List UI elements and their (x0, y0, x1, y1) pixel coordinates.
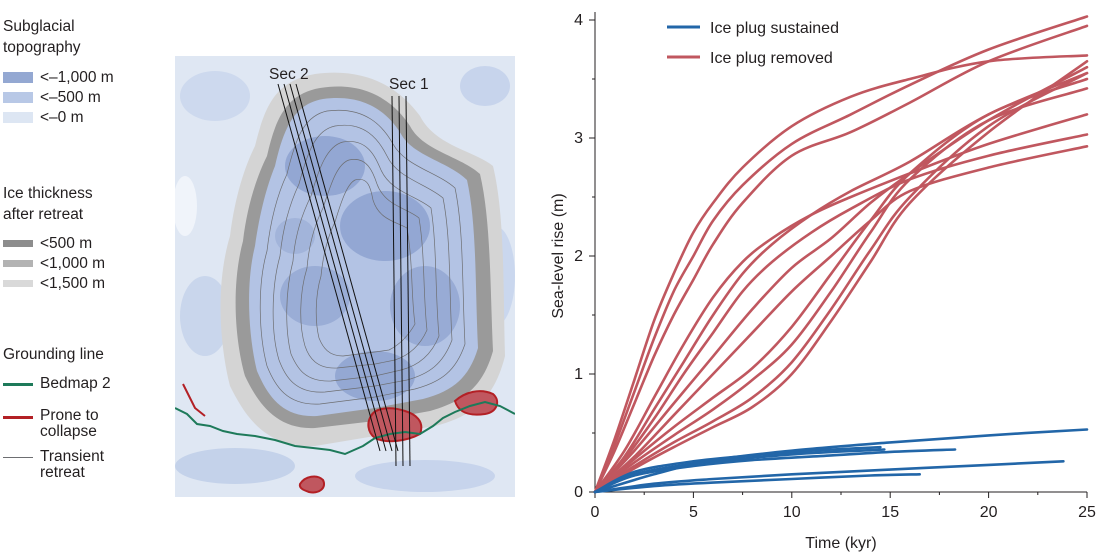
y-tick-label: 0 (574, 484, 583, 501)
legend-item-transient-retreat: Transient retreat (3, 449, 104, 481)
chart-axes: 0 5 10 15 20 25 0 1 2 3 4 Time (kyr) Sea-level rise … (550, 12, 1096, 552)
topography-legend-title: Subglacial topography (3, 16, 81, 58)
sea-level-chart: 0 5 10 15 20 25 0 1 2 3 4 Time (kyr) Sea-level rise … (540, 0, 1098, 556)
ice-plug-sustained-legend-label: Ice plug sustained (710, 20, 839, 37)
transient-retreat-line2: retreat (40, 464, 85, 481)
ice-plug-removed-line-2 (593, 15, 1089, 494)
ice-plug-removed-line-11 (593, 71, 1089, 494)
ice-500-swatch (3, 240, 33, 247)
topography-title-line2: topography (3, 39, 81, 56)
ice-1000-swatch (3, 260, 33, 267)
ice-plug-removed-line-8 (593, 145, 1089, 494)
legend-item-topo-0: <–0 m (3, 109, 84, 127)
y-tick-label: 1 (574, 366, 583, 383)
y-tick-label: 3 (574, 130, 583, 147)
topo-0-swatch (3, 112, 33, 123)
transient-retreat-line-swatch (3, 457, 33, 458)
ice-plug-removed-line-12 (593, 60, 1089, 494)
topo-500-label: <–500 m (40, 89, 101, 106)
x-tick-label: 0 (591, 504, 600, 521)
ice-plug-sustained-line-6 (593, 473, 921, 494)
ice-plug-sustained-line-4 (593, 428, 1089, 494)
x-tick-label: 25 (1078, 504, 1096, 521)
ice-plug-removed-line-1 (593, 54, 1089, 494)
basin-map-graphic (175, 56, 515, 497)
legend-item-bedmap2: Bedmap 2 (3, 375, 111, 393)
bedmap2-line-swatch (3, 383, 33, 386)
ice-thickness-title-line2: after retreat (3, 206, 84, 223)
y-axis-label: Sea-level rise (m) (550, 193, 567, 318)
topo-1000-label: <–1,000 m (40, 69, 114, 86)
x-axis-label: Time (kyr) (805, 535, 876, 552)
ice-plug-removed-line-10 (593, 87, 1089, 494)
ice-plug-removed-line-7 (593, 65, 1089, 494)
y-tick-label: 2 (574, 248, 583, 265)
topo-0-label: <–0 m (40, 109, 84, 126)
legend-item-ice-500: <500 m (3, 235, 92, 253)
ice-plug-removed-legend-label: Ice plug removed (710, 50, 833, 67)
section-lines (277, 83, 411, 467)
transient-retreat-line1: Transient (40, 448, 105, 465)
sea-level-chart-svg: 0 5 10 15 20 25 0 1 2 3 4 Time (kyr) Sea-level rise … (550, 12, 1096, 552)
map-legend: Subglacial topography <–1,000 m <–500 m … (0, 0, 175, 556)
ice-500-label: <500 m (40, 235, 93, 252)
ice-1000-label: <1,000 m (40, 255, 106, 272)
bedmap2-label: Bedmap 2 (40, 375, 111, 392)
ice-1500-label: <1,500 m (40, 275, 106, 292)
transient-retreat-contours (259, 109, 466, 405)
bedmap2-grounding-line (175, 400, 515, 456)
transient-retreat-label: Transient retreat (40, 449, 104, 481)
section-1-label: Sec 1 (389, 76, 429, 93)
topo-1000-swatch (3, 72, 33, 83)
legend-item-ice-1500: <1,500 m (3, 275, 105, 293)
topo-500-swatch (3, 92, 33, 103)
ice-thickness-title-line1: Ice thickness (3, 185, 93, 202)
topography-patches (175, 66, 515, 492)
ice-thickness-legend-title: Ice thickness after retreat (3, 183, 93, 225)
legend-item-topo-1000: <–1,000 m (3, 69, 114, 87)
y-tick-label: 4 (574, 12, 583, 29)
legend-item-prone-collapse: Prone to collapse (3, 408, 99, 440)
prone-collapse-label: Prone to collapse (40, 408, 99, 440)
west-collapse-line (182, 383, 206, 417)
section-2-label: Sec 2 (269, 66, 309, 83)
prone-collapse-line1: Prone to (40, 407, 99, 424)
ice-plug-removed-line-4 (593, 113, 1089, 494)
x-tick-label: 10 (783, 504, 801, 521)
grounding-line-legend-title: Grounding line (3, 346, 104, 363)
x-tick-label: 15 (881, 504, 899, 521)
ice-plug-sustained-line-5 (593, 460, 1065, 494)
x-tick-label: 5 (689, 504, 698, 521)
legend-item-topo-500: <–500 m (3, 89, 101, 107)
ice-plug-removed-line-5 (593, 71, 1089, 494)
topography-title-line1: Subglacial (3, 18, 75, 35)
ice-plug-removed-line-9 (593, 77, 1089, 494)
legend-item-ice-1000: <1,000 m (3, 255, 105, 273)
prone-collapse-line2: collapse (40, 423, 97, 440)
chart-legend: Ice plug sustained Ice plug removed (667, 20, 839, 67)
prone-collapse-line-swatch (3, 416, 33, 419)
x-tick-label: 20 (980, 504, 998, 521)
chart-series-layer (593, 15, 1089, 494)
ice-plug-removed-line-3 (593, 24, 1089, 494)
basin-map: Sec 2 Sec 1 (175, 56, 515, 497)
ice-plug-sustained-line-3 (593, 448, 957, 494)
ice-1500-swatch (3, 280, 33, 287)
